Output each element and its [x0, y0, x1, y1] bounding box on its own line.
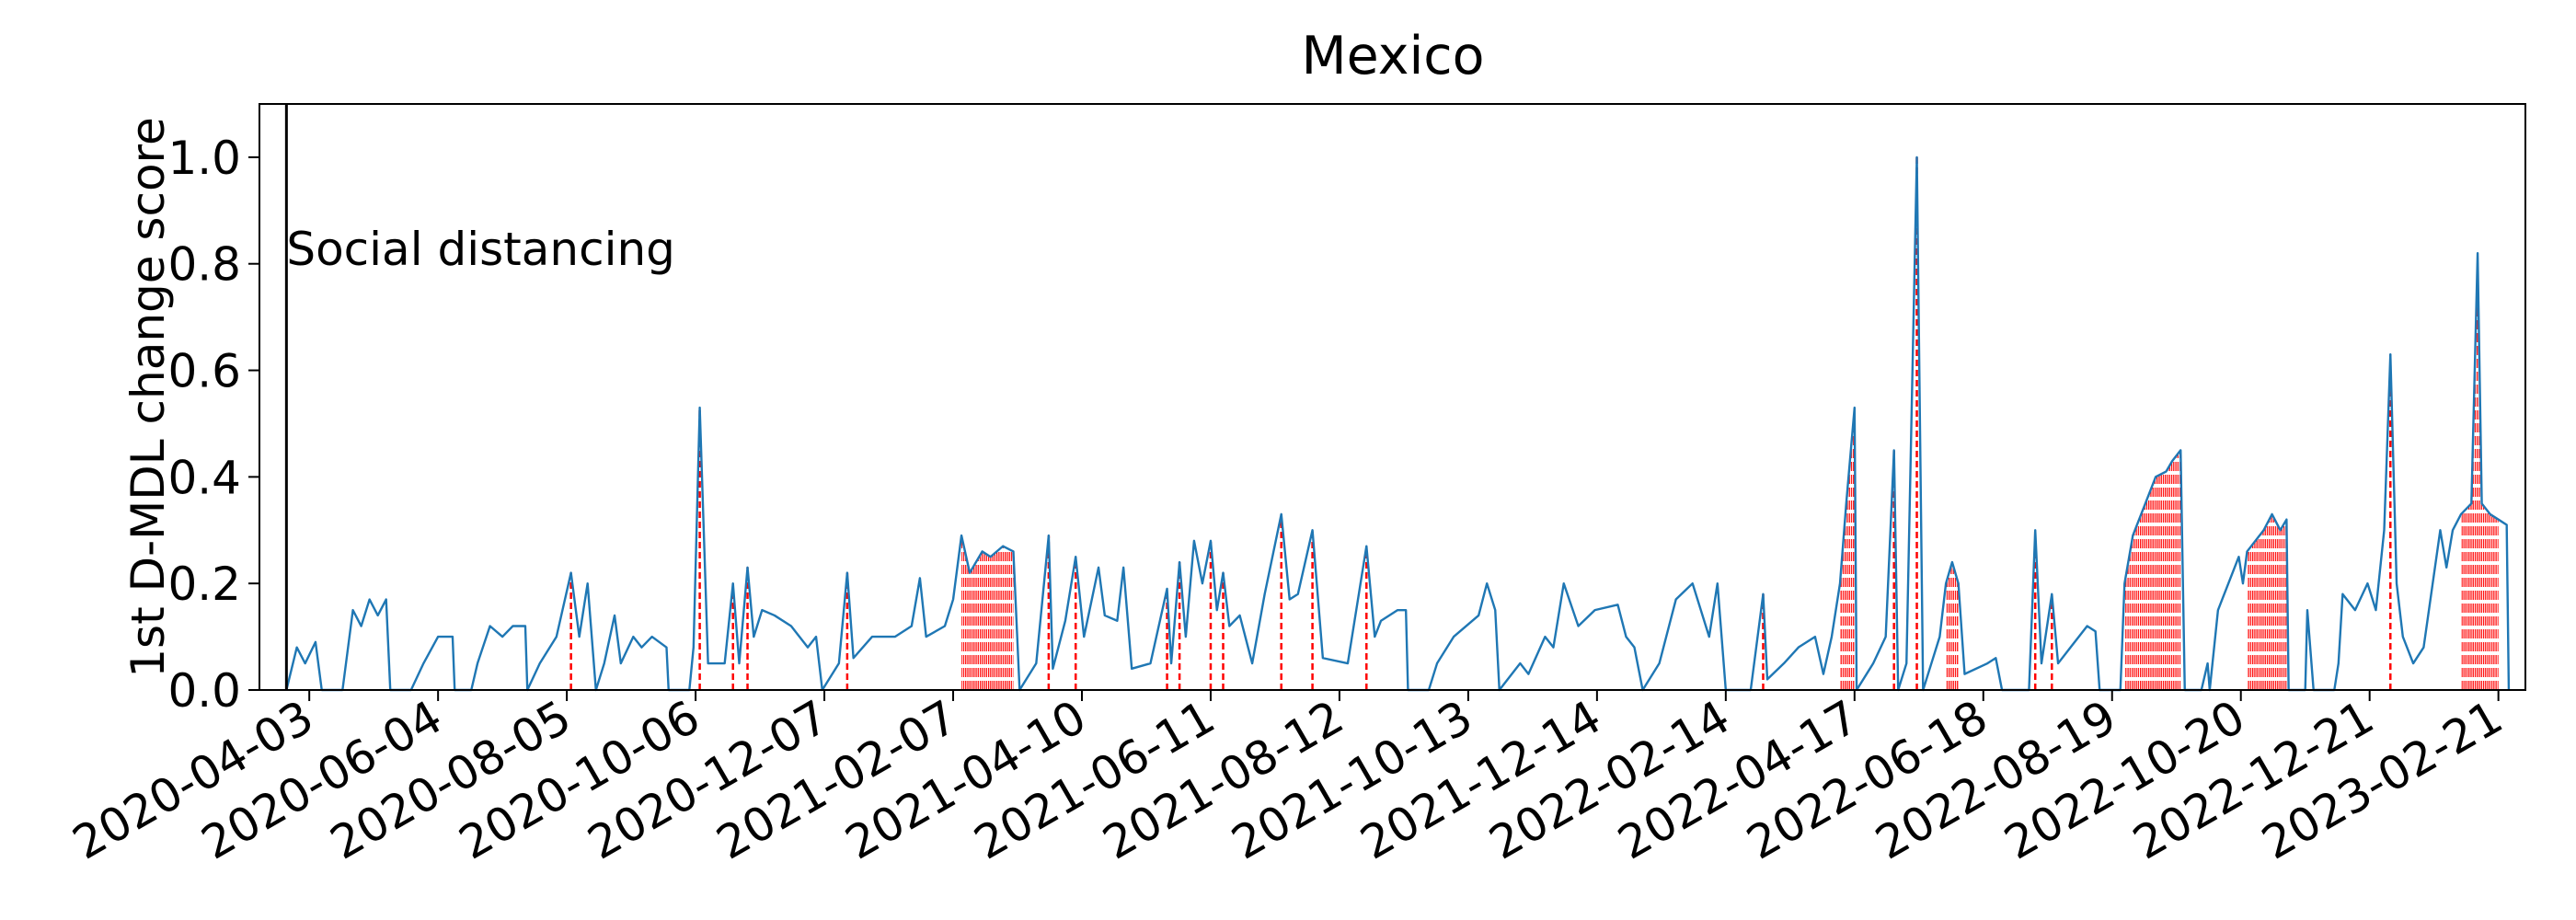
alarm-period — [2461, 253, 2499, 690]
y-tick-label: 0.2 — [167, 558, 241, 611]
annotation-text: Social distancing — [286, 223, 675, 276]
y-tick-label: 0.4 — [167, 451, 241, 504]
plot-frame — [259, 103, 2526, 691]
alarm-period — [1946, 562, 1959, 690]
alarm-period — [2247, 513, 2287, 690]
alarm-period — [961, 535, 1014, 690]
alarm-period — [1840, 408, 1855, 690]
chart-title: Mexico — [1301, 26, 1484, 86]
series-line — [285, 155, 2511, 692]
y-tick-label: 1.0 — [167, 132, 241, 185]
y-tick-label: 0.8 — [167, 238, 241, 292]
alarm-layer — [569, 156, 2499, 690]
y-tick-label: 0.0 — [167, 664, 241, 718]
alarm-period — [2124, 450, 2181, 690]
y-tick-label: 0.6 — [167, 345, 241, 398]
plot-layer — [284, 104, 2511, 692]
y-axis-label: 1st D-MDL change score — [121, 117, 175, 678]
